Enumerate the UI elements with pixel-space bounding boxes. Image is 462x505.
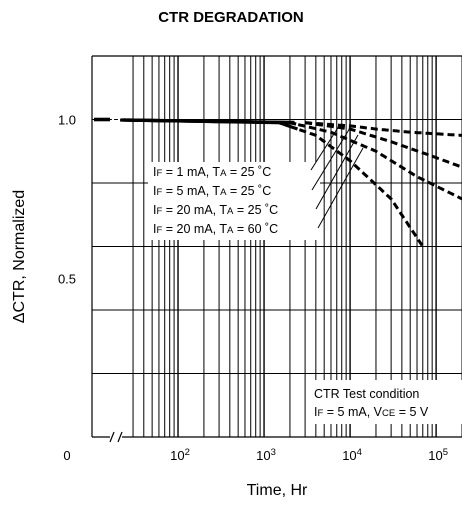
annotation-line-1: CTR Test condition [314, 387, 419, 401]
legend: IF = 1 mA, TA = 25 ˚C IF = 5 mA, TA = 25 … [148, 125, 462, 424]
annotation-background [306, 380, 462, 424]
chart-title: CTR DEGRADATION [158, 9, 304, 26]
grid [92, 55, 462, 437]
legend-entry: IF = 20 mA, TA = 60 ˚C [153, 222, 278, 236]
axis-break-mark [110, 114, 116, 125]
y-axis-label: ΔCTR, Normalized [11, 190, 28, 323]
axis-break-mark [109, 431, 115, 443]
series-line [304, 121, 462, 169]
legend-leader-line [317, 147, 364, 229]
legend-entry: IF = 1 mA, TA = 25 ˚C [153, 165, 271, 179]
x-tick-label: 105 [428, 447, 448, 463]
legend-leader-line [310, 125, 340, 171]
x-axis-label: Time, Hr [247, 482, 308, 499]
x-tick-label: 102 [170, 447, 190, 463]
legend-entry: IF = 5 mA, TA = 25 ˚C [153, 184, 271, 198]
y-tick-label: 0.5 [58, 271, 76, 286]
series-line [120, 118, 299, 131]
x-tick-label: 104 [342, 447, 362, 463]
series-line [298, 128, 425, 248]
series-line [297, 123, 462, 201]
legend-entry: IF = 20 mA, TA = 25 ˚C [153, 203, 278, 217]
axis-break-mark [116, 114, 122, 125]
x-tick-label: 103 [256, 447, 276, 463]
series-line [305, 121, 462, 137]
axes: 0 0.5 1.0 102 103 104 105 Time, Hr ΔCTR, Normali… [11, 55, 462, 499]
annotation-line-2: IF = 5 mA, VCE = 5 V [314, 405, 429, 419]
axis-break-mark [117, 431, 123, 443]
legend-leader-line [315, 134, 359, 210]
legend-leader-line [311, 127, 351, 191]
legend-background [148, 162, 320, 240]
y-tick-label: 1.0 [58, 113, 76, 128]
series-lines [94, 114, 462, 248]
y-tick-label: 0 [63, 448, 70, 463]
